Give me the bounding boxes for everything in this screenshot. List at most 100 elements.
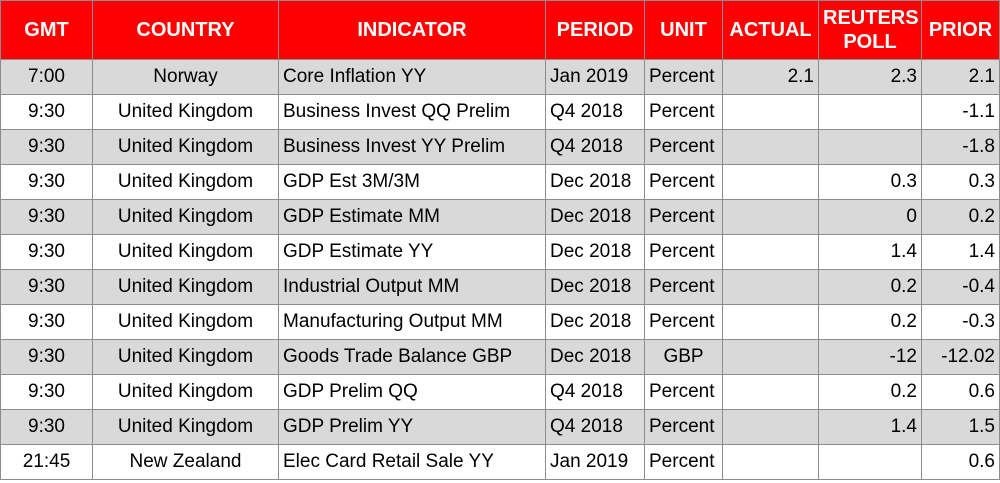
cell-period: Q4 2018 (545, 129, 645, 165)
cell-reuters-poll: 1.4 (818, 234, 922, 270)
cell-indicator: GDP Prelim QQ (278, 374, 546, 410)
cell-prior: 0.6 (921, 444, 1000, 480)
cell-actual (722, 409, 819, 445)
cell-prior: -1.1 (921, 94, 1000, 130)
table-row: 9:30 United Kingdom GDP Prelim QQ Q4 2018 Pe… (0, 374, 1000, 410)
cell-unit: Percent (644, 409, 723, 445)
cell-unit: Percent (644, 374, 723, 410)
cell-period: Q4 2018 (545, 374, 645, 410)
cell-country: United Kingdom (92, 129, 279, 165)
cell-gmt: 9:30 (0, 339, 93, 375)
cell-gmt: 7:00 (0, 59, 93, 95)
cell-prior: 0.3 (921, 164, 1000, 200)
cell-indicator: Goods Trade Balance GBP (278, 339, 546, 375)
table-row: 9:30 United Kingdom GDP Prelim YY Q4 2018 Pe… (0, 409, 1000, 445)
cell-period: Dec 2018 (545, 164, 645, 200)
cell-reuters-poll (818, 129, 922, 165)
cell-prior: 2.1 (921, 59, 1000, 95)
cell-period: Dec 2018 (545, 339, 645, 375)
cell-gmt: 9:30 (0, 409, 93, 445)
cell-country: United Kingdom (92, 269, 279, 305)
cell-country: United Kingdom (92, 304, 279, 340)
table-row: 9:30 United Kingdom GDP Estimate YY Dec 201… (0, 234, 1000, 270)
cell-gmt: 9:30 (0, 94, 93, 130)
cell-prior: -12.02 (921, 339, 1000, 375)
cell-reuters-poll: 0.2 (818, 374, 922, 410)
cell-indicator: Business Invest YY Prelim (278, 129, 546, 165)
cell-indicator: GDP Prelim YY (278, 409, 546, 445)
cell-actual (722, 234, 819, 270)
header-period: PERIOD (545, 0, 645, 60)
cell-country: United Kingdom (92, 234, 279, 270)
header-prior: PRIOR (921, 0, 1000, 60)
cell-actual (722, 374, 819, 410)
cell-prior: -0.3 (921, 304, 1000, 340)
cell-indicator: GDP Est 3M/3M (278, 164, 546, 200)
cell-gmt: 9:30 (0, 234, 93, 270)
header-row: GMT COUNTRY INDICATOR PERIOD UNIT ACTUAL… (0, 0, 1000, 60)
cell-gmt: 21:45 (0, 444, 93, 480)
cell-reuters-poll (818, 444, 922, 480)
table-row: 9:30 United Kingdom Industrial Output MM De… (0, 269, 1000, 305)
cell-actual (722, 444, 819, 480)
table-row: 9:30 United Kingdom GDP Est 3M/3M Dec 2018 P… (0, 164, 1000, 200)
cell-reuters-poll: 0.3 (818, 164, 922, 200)
cell-unit: GBP (644, 339, 723, 375)
cell-prior: 1.4 (921, 234, 1000, 270)
cell-gmt: 9:30 (0, 374, 93, 410)
cell-period: Dec 2018 (545, 304, 645, 340)
cell-period: Q4 2018 (545, 409, 645, 445)
cell-indicator: Industrial Output MM (278, 269, 546, 305)
cell-gmt: 9:30 (0, 269, 93, 305)
cell-gmt: 9:30 (0, 129, 93, 165)
cell-reuters-poll (818, 94, 922, 130)
cell-prior: 1.5 (921, 409, 1000, 445)
cell-unit: Percent (644, 129, 723, 165)
cell-prior: -0.4 (921, 269, 1000, 305)
cell-unit: Percent (644, 444, 723, 480)
cell-country: United Kingdom (92, 339, 279, 375)
cell-period: Dec 2018 (545, 199, 645, 235)
header-poll-line1: REUTERS (823, 7, 919, 29)
cell-actual (722, 94, 819, 130)
header-poll-line2: POLL (843, 31, 897, 53)
cell-country: United Kingdom (92, 374, 279, 410)
header-country: COUNTRY (92, 0, 279, 60)
cell-actual (722, 339, 819, 375)
cell-unit: Percent (644, 94, 723, 130)
cell-indicator: Manufacturing Output MM (278, 304, 546, 340)
cell-country: Norway (92, 59, 279, 95)
cell-actual (722, 304, 819, 340)
cell-actual (722, 199, 819, 235)
cell-period: Dec 2018 (545, 269, 645, 305)
cell-gmt: 9:30 (0, 164, 93, 200)
cell-country: United Kingdom (92, 94, 279, 130)
cell-period: Jan 2019 (545, 444, 645, 480)
table-row: 21:45 New Zealand Elec Card Retail Sale YY… (0, 444, 1000, 480)
header-actual: ACTUAL (722, 0, 819, 60)
cell-period: Jan 2019 (545, 59, 645, 95)
header-indicator: INDICATOR (278, 0, 546, 60)
table-row: 9:30 United Kingdom Business Invest QQ Pre… (0, 94, 1000, 130)
cell-prior: 0.6 (921, 374, 1000, 410)
cell-unit: Percent (644, 164, 723, 200)
cell-indicator: Elec Card Retail Sale YY (278, 444, 546, 480)
header-gmt: GMT (0, 0, 93, 60)
cell-gmt: 9:30 (0, 304, 93, 340)
cell-country: New Zealand (92, 444, 279, 480)
cell-indicator: Core Inflation YY (278, 59, 546, 95)
cell-unit: Percent (644, 234, 723, 270)
header-reuters-poll: REUTERS POLL (818, 0, 922, 60)
table-row: 9:30 United Kingdom Goods Trade Balance GB… (0, 339, 1000, 375)
cell-unit: Percent (644, 269, 723, 305)
cell-period: Q4 2018 (545, 94, 645, 130)
table-row: 9:30 United Kingdom GDP Estimate MM Dec 201… (0, 199, 1000, 235)
cell-reuters-poll: 0.2 (818, 269, 922, 305)
cell-unit: Percent (644, 59, 723, 95)
cell-actual (722, 269, 819, 305)
cell-actual: 2.1 (722, 59, 819, 95)
cell-unit: Percent (644, 199, 723, 235)
cell-indicator: GDP Estimate MM (278, 199, 546, 235)
cell-prior: -1.8 (921, 129, 1000, 165)
